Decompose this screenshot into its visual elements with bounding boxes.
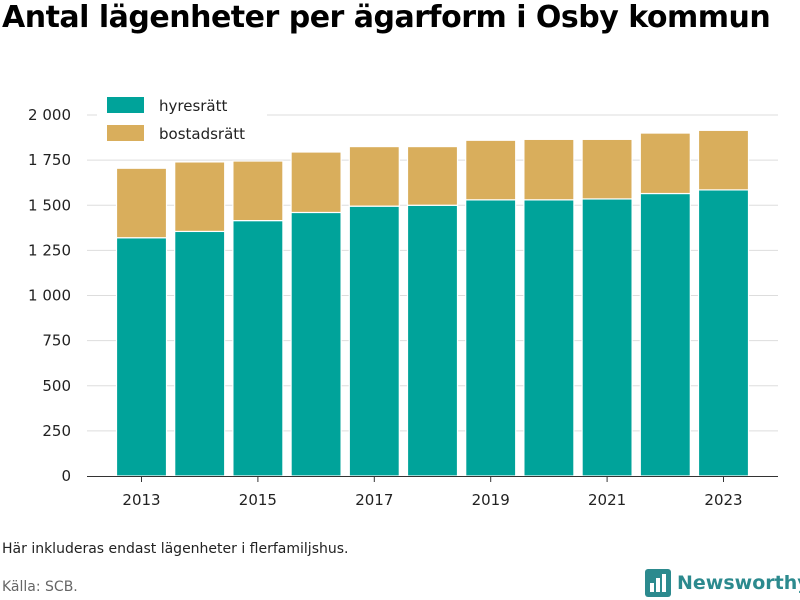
bar-segment-hyresratt[interactable] <box>581 198 633 477</box>
bar-segment-bostadsratt[interactable] <box>290 151 342 214</box>
bars <box>115 129 750 477</box>
chart-note: Här inkluderas endast lägenheter i flerf… <box>2 541 349 557</box>
y-tick-label: 1 750 <box>28 151 71 169</box>
bar-segment-bostadsratt[interactable] <box>232 160 284 222</box>
legend-label[interactable]: hyresrätt <box>159 97 228 115</box>
legend-swatch <box>107 125 144 141</box>
legend-label[interactable]: bostadsrätt <box>159 125 245 143</box>
y-axis: 0 250 500 750 1 000 1 250 1 500 1 750 2 000 <box>28 106 71 485</box>
bar-segment-hyresratt[interactable] <box>697 189 750 477</box>
y-tick-label: 1 000 <box>28 287 71 305</box>
y-tick-label: 0 <box>61 467 71 485</box>
bar-segment-bostadsratt[interactable] <box>697 129 750 191</box>
bar-segment-hyresratt[interactable] <box>115 237 168 477</box>
bar-segment-hyresratt[interactable] <box>348 205 400 477</box>
x-tick-label: 2019 <box>472 491 510 509</box>
bar-segment-bostadsratt[interactable] <box>406 145 459 206</box>
bar-segment-bostadsratt[interactable] <box>581 138 633 200</box>
bar-segment-hyresratt[interactable] <box>465 199 517 477</box>
y-tick-label: 2 000 <box>28 106 71 124</box>
bar-segment-hyresratt[interactable] <box>290 211 342 477</box>
bar-segment-hyresratt[interactable] <box>232 219 284 477</box>
bar-segment-bostadsratt[interactable] <box>115 167 168 239</box>
x-tick-label: 2017 <box>355 491 393 509</box>
x-tick-label: 2023 <box>704 491 742 509</box>
legend: hyresrätt bostadsrätt <box>97 92 267 150</box>
bar-segment-bostadsratt[interactable] <box>174 161 226 233</box>
y-tick-label: 1 250 <box>28 241 71 259</box>
y-tick-label: 500 <box>42 377 71 395</box>
brand-logo[interactable]: Newsworthy <box>645 568 800 598</box>
bar-segment-hyresratt[interactable] <box>523 199 575 477</box>
x-tick-label: 2015 <box>239 491 277 509</box>
bar-segment-bostadsratt[interactable] <box>348 145 400 207</box>
bar-segment-bostadsratt[interactable] <box>523 138 575 201</box>
y-tick-label: 750 <box>42 332 71 350</box>
x-axis: 2013 2015 2017 2019 2021 2023 <box>87 476 778 509</box>
brand-name: Newsworthy <box>677 572 800 594</box>
x-tick-label: 2021 <box>588 491 626 509</box>
bar-segment-hyresratt[interactable] <box>639 192 691 477</box>
y-tick-label: 250 <box>42 422 71 440</box>
y-tick-label: 1 500 <box>28 196 71 214</box>
x-tick-label: 2013 <box>122 491 160 509</box>
bar-chart-logo-icon <box>645 569 671 597</box>
legend-swatch <box>107 97 144 113</box>
bar-segment-bostadsratt[interactable] <box>465 139 517 201</box>
bar-segment-hyresratt[interactable] <box>406 204 459 477</box>
source-text: Källa: SCB. <box>2 579 78 595</box>
bar-segment-hyresratt[interactable] <box>174 230 226 477</box>
bar-segment-bostadsratt[interactable] <box>639 132 691 195</box>
chart-title: Antal lägenheter per ägarform i Osby kom… <box>2 0 771 35</box>
